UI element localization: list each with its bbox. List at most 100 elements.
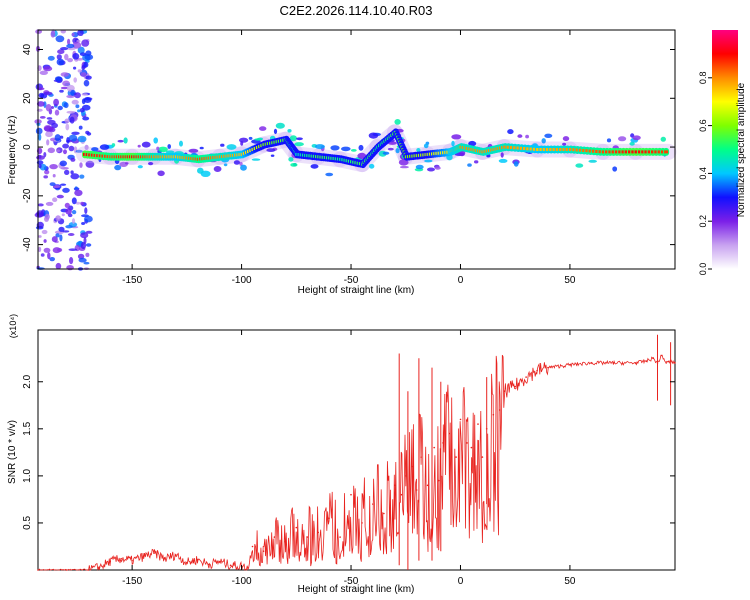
snr-data-point [481, 456, 484, 458]
spectral-blob [223, 163, 228, 167]
spectral-blob [415, 164, 424, 170]
snr-data-point [120, 557, 122, 560]
noise-blob [39, 70, 48, 76]
noise-blob [56, 194, 64, 199]
ridge-core [618, 150, 623, 154]
spectral-blob [358, 144, 364, 151]
spectral-blob [254, 138, 263, 141]
snr-data-point [247, 567, 249, 569]
snr-data-point [328, 517, 330, 519]
spectral-blob [137, 165, 143, 169]
noise-blob [81, 222, 86, 225]
snr-data-point [652, 357, 654, 360]
noise-blob [60, 183, 67, 186]
noise-blob [44, 213, 50, 220]
snr-x-label: Height of straight line (km) [298, 584, 415, 595]
spectral-blob [368, 132, 379, 139]
spectral-blob [248, 136, 253, 140]
colorbar-ticks: 0.0 0.2 0.4 0.6 0.8 [698, 72, 712, 275]
noise-blob [55, 262, 62, 270]
snr-data-point [661, 354, 663, 357]
snr-panel: -150 -100 -50 0 50 0.5 1.0 1.5 2.0 Height of str… [7, 314, 676, 595]
noise-blob [79, 108, 85, 113]
noise-blob [83, 61, 89, 68]
noise-blob [63, 102, 69, 109]
spectral-blob [325, 172, 334, 177]
noise-blob [60, 86, 69, 90]
noise-blob [71, 210, 77, 215]
noise-blob [83, 261, 90, 265]
noise-blob [85, 252, 90, 257]
noise-blob [63, 169, 70, 175]
ridge-core [608, 150, 613, 154]
noise-blob [85, 243, 92, 247]
noise-blob [39, 116, 46, 119]
noise-blob [41, 229, 48, 235]
noise-blob [71, 131, 80, 135]
noise-blob [84, 215, 93, 223]
noise-blob [38, 133, 42, 141]
spectral-blob [91, 147, 99, 152]
spectral-blob [434, 166, 441, 170]
spectral-blob [507, 129, 514, 135]
spectral-blob [188, 148, 199, 153]
ridge-core [519, 146, 524, 150]
noise-blob [65, 225, 73, 229]
spectral-blob [123, 137, 128, 144]
x-tick-label: -100 [232, 576, 252, 587]
noise-blob [64, 202, 70, 208]
noise-blob [77, 253, 85, 260]
spectral-blob [387, 147, 394, 151]
snr-data-point [400, 493, 403, 496]
noise-blob [67, 58, 73, 63]
snr-data-point [437, 479, 440, 482]
ridge-core [542, 148, 547, 151]
spectral-blob [398, 159, 409, 166]
noise-blob [81, 93, 88, 96]
spectrogram-panel: -150 -100 -50 0 50 -40 -20 0 20 40 Height of stra… [7, 29, 677, 296]
snr-data-point [229, 564, 232, 567]
noise-blob [58, 226, 65, 232]
noise-blob [77, 69, 83, 73]
spectral-blob [395, 148, 400, 154]
snr-data-point [98, 566, 101, 568]
ridge-core [641, 150, 646, 154]
noise-blob [75, 149, 83, 153]
noise-blob [59, 234, 63, 242]
spectral-blob [525, 134, 529, 139]
spectral-blob [387, 141, 397, 145]
snr-data-point [405, 475, 407, 477]
noise-blob [56, 149, 60, 153]
spectral-blob [498, 158, 508, 163]
ridge-core [509, 146, 514, 149]
noise-blob [54, 109, 60, 116]
noise-blob [51, 236, 58, 243]
ridge-core [637, 150, 642, 154]
spectral-blob [220, 143, 225, 147]
spectral-blob [296, 137, 303, 141]
noise-blob [80, 241, 87, 250]
ridge-core [651, 150, 655, 154]
snr-data-point [262, 550, 265, 552]
noise-blob [75, 201, 81, 205]
spectral-blob [273, 128, 278, 135]
colorbar-gradient [712, 30, 738, 269]
spectral-blob [500, 152, 504, 158]
ridge-core [552, 148, 557, 151]
spectral-blob [451, 134, 462, 140]
noise-blob [77, 46, 85, 54]
ridge-core [578, 148, 583, 152]
spectral-blob [423, 143, 429, 149]
snr-data-point [306, 536, 309, 538]
snr-data-point [350, 493, 352, 496]
x-tick-label: -50 [344, 576, 359, 587]
noise-blob [37, 203, 44, 207]
snr-data-point [455, 456, 457, 458]
x-tick-label: 0 [458, 576, 464, 587]
spectral-blob [137, 144, 141, 148]
spectral-blob [606, 138, 612, 143]
ridge-core [523, 147, 527, 150]
noise-blob [70, 157, 76, 162]
noise-blob [45, 131, 53, 138]
ridge-core [565, 148, 570, 151]
